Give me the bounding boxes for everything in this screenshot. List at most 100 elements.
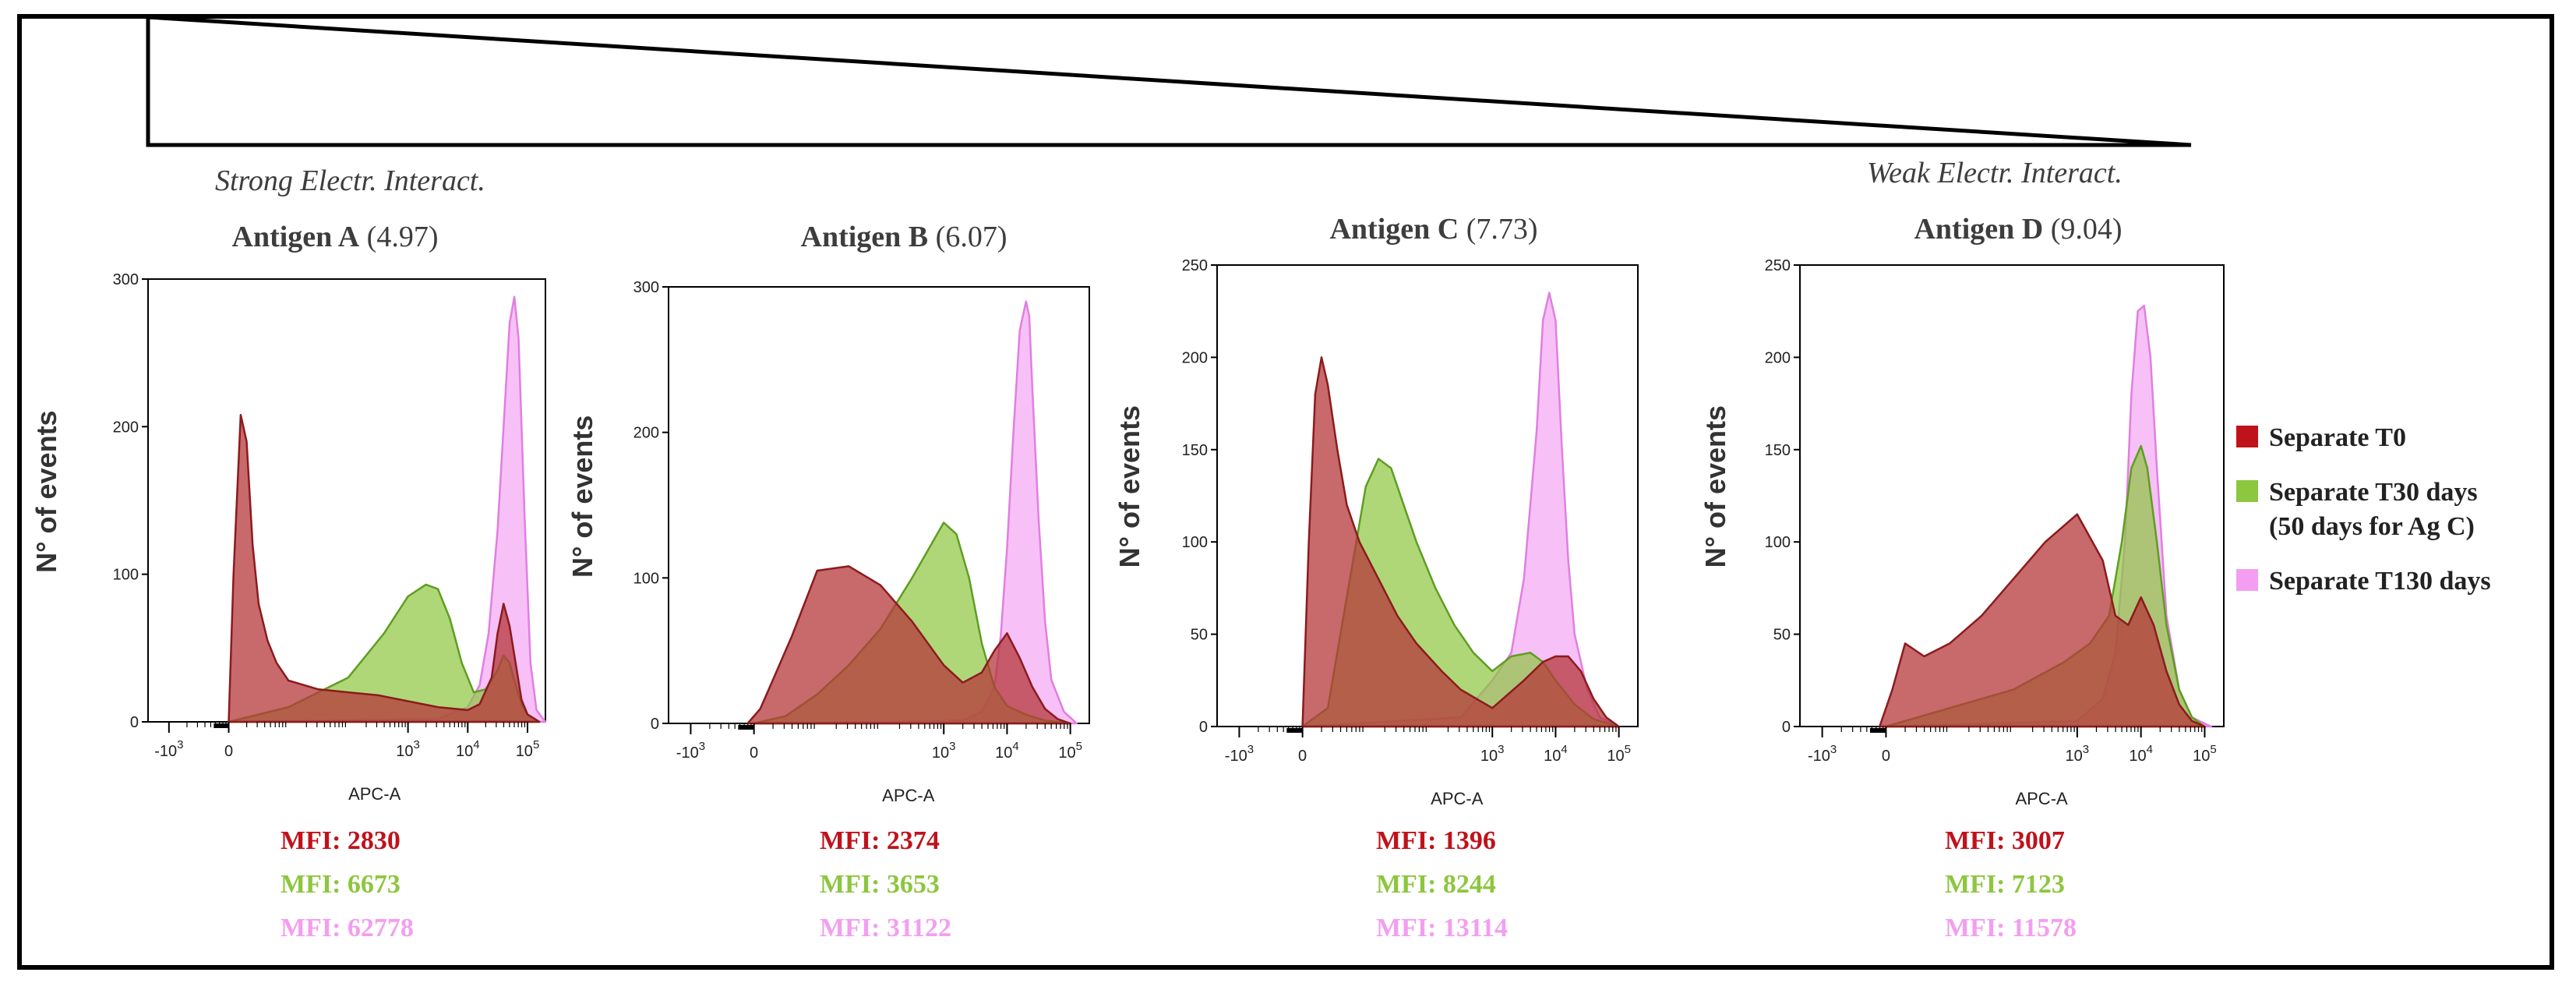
antigen-pi: (4.97): [366, 221, 439, 253]
x-tick-exponent: 3: [1498, 743, 1504, 756]
mfi-b-t0: MFI: 2374: [820, 826, 940, 855]
x-tick-label: 105: [2193, 743, 2217, 765]
series-t0: [228, 413, 541, 723]
x-tick-exponent: 4: [1012, 740, 1018, 753]
legend-label: Separate T0: [2269, 423, 2406, 452]
legend-label: Separate T30 days (50 days for Ag C): [2269, 476, 2478, 544]
x-tick-label: -103: [676, 740, 705, 762]
x-tick-exponent: 3: [177, 738, 183, 751]
x-tick-exponent: 3: [1247, 743, 1254, 756]
mfi-c-t130: MFI: 13114: [1376, 914, 1509, 942]
x-tick-label: 0: [1298, 748, 1307, 765]
mfi-b-t130: MFI: 31122: [820, 914, 952, 942]
y-tick-label: 250: [1182, 257, 1208, 274]
series-t0: [1879, 513, 2206, 728]
panel-title-d: Antigen D (9.04): [1914, 212, 2122, 246]
x-tick-exponent: 5: [533, 738, 539, 751]
legend-swatch-t0: [2236, 426, 2258, 447]
x-tick-exponent: 4: [2147, 743, 2153, 756]
legend-label: Separate T130 days: [2269, 567, 2491, 596]
mfi-b-t30: MFI: 3653: [820, 870, 940, 899]
y-axis-label: N° of events: [566, 415, 598, 578]
x-tick-label: 105: [516, 738, 540, 760]
y-tick-label: 50: [1773, 627, 1791, 644]
x-tick-label: 105: [1058, 740, 1082, 762]
legend-label-line1: Separate T30 days: [2269, 478, 2478, 507]
y-tick-label: 200: [1182, 349, 1208, 366]
legend-swatch-t30: [2236, 480, 2258, 502]
antigen-pi: (9.04): [2050, 213, 2123, 246]
y-tick-label: 50: [1191, 627, 1208, 644]
x-tick-label: 104: [456, 738, 480, 760]
y-tick-label: 100: [633, 570, 659, 587]
y-tick-label: 0: [1782, 719, 1791, 736]
zero-cluster-marker: [213, 723, 229, 728]
legend-item-t130: Separate T130 days: [2236, 564, 2491, 599]
x-tick-label: 103: [2066, 743, 2090, 765]
zero-cluster-marker: [1869, 728, 1886, 733]
y-tick-label: 200: [113, 419, 139, 436]
zero-cluster-marker: [1286, 728, 1303, 733]
x-tick-exponent: 3: [699, 740, 705, 753]
mfi-a-t0: MFI: 2830: [281, 826, 401, 855]
y-tick-label: 0: [1199, 719, 1208, 736]
x-tick-label: -103: [1808, 743, 1837, 765]
x-tick-label: 103: [396, 738, 420, 760]
antigen-name: Antigen C: [1329, 213, 1459, 246]
legend-item-t30: Separate T30 days (50 days for Ag C): [2236, 476, 2491, 544]
histogram-c: 0 50 100 150 200 250 -103 0 103 104 105 APC-A N° of …: [1113, 257, 1639, 808]
y-tick-label: 150: [1182, 442, 1208, 459]
antigen-name: Antigen D: [1914, 213, 2044, 246]
histogram-a: 0 100 200 300 -103 0 103 104 105 APC-A N° of event…: [30, 271, 547, 804]
y-tick-label: 200: [1765, 349, 1791, 366]
y-tick-label: 0: [130, 714, 139, 731]
x-tick-label: 103: [932, 740, 956, 762]
strong-interaction-label: Strong Electr. Interact.: [215, 164, 485, 197]
y-tick-label: 300: [633, 279, 659, 296]
y-tick-label: 0: [651, 716, 659, 733]
antigen-pi: (7.73): [1466, 213, 1538, 246]
mfi-d-t130: MFI: 11578: [1945, 914, 2077, 942]
mfi-d-t30: MFI: 7123: [1945, 870, 2065, 899]
zero-cluster-marker: [738, 725, 754, 730]
x-tick-exponent: 3: [2083, 743, 2089, 756]
y-tick-label: 100: [1765, 534, 1791, 551]
interaction-gradient-wedge: [146, 15, 2192, 147]
legend: Separate T0 Separate T30 days (50 days f…: [2236, 421, 2491, 619]
x-axis-label: APC-A: [348, 784, 401, 804]
mfi-d-t0: MFI: 3007: [1945, 826, 2065, 855]
antigen-name: Antigen B: [800, 221, 929, 253]
y-tick-label: 100: [1182, 534, 1208, 551]
x-tick-label: 0: [750, 744, 758, 762]
panel-title-a: Antigen A (4.97): [232, 220, 439, 254]
panel-title-b: Antigen B (6.07): [801, 220, 1007, 254]
y-tick-label: 300: [113, 271, 139, 288]
x-axis-label: APC-A: [882, 786, 935, 805]
y-tick-label: 100: [113, 567, 139, 584]
panel-title-c: Antigen C (7.73): [1329, 212, 1537, 246]
x-axis-label: APC-A: [2015, 789, 2068, 808]
antigen-pi: (6.07): [935, 221, 1007, 253]
x-tick-exponent: 4: [473, 738, 479, 751]
y-tick-label: 200: [633, 425, 659, 442]
mfi-c-t0: MFI: 1396: [1376, 826, 1496, 855]
mfi-a-t130: MFI: 62778: [281, 914, 414, 942]
x-tick-label: -103: [1225, 743, 1254, 765]
histogram-d: 0 50 100 150 200 250 -103 0 103 104 105 APC-A N° of …: [1699, 257, 2225, 808]
legend-item-t0: Separate T0: [2236, 421, 2491, 455]
x-tick-exponent: 5: [1076, 740, 1082, 753]
x-tick-exponent: 3: [414, 738, 420, 751]
weak-interaction-label: Weak Electr. Interact.: [1867, 157, 2123, 189]
x-tick-label: 104: [2129, 743, 2153, 765]
x-tick-label: 104: [995, 740, 1019, 762]
x-tick-exponent: 4: [1561, 743, 1567, 756]
x-tick-label: -103: [154, 738, 183, 760]
figure-frame: [17, 14, 2554, 970]
y-axis-label: N° of events: [1113, 405, 1145, 567]
series-t0: [1301, 356, 1620, 728]
x-axis-label: APC-A: [1431, 789, 1484, 808]
x-tick-exponent: 5: [1625, 743, 1631, 756]
x-tick-exponent: 3: [1830, 743, 1837, 756]
y-axis-label: N° of events: [30, 410, 62, 572]
